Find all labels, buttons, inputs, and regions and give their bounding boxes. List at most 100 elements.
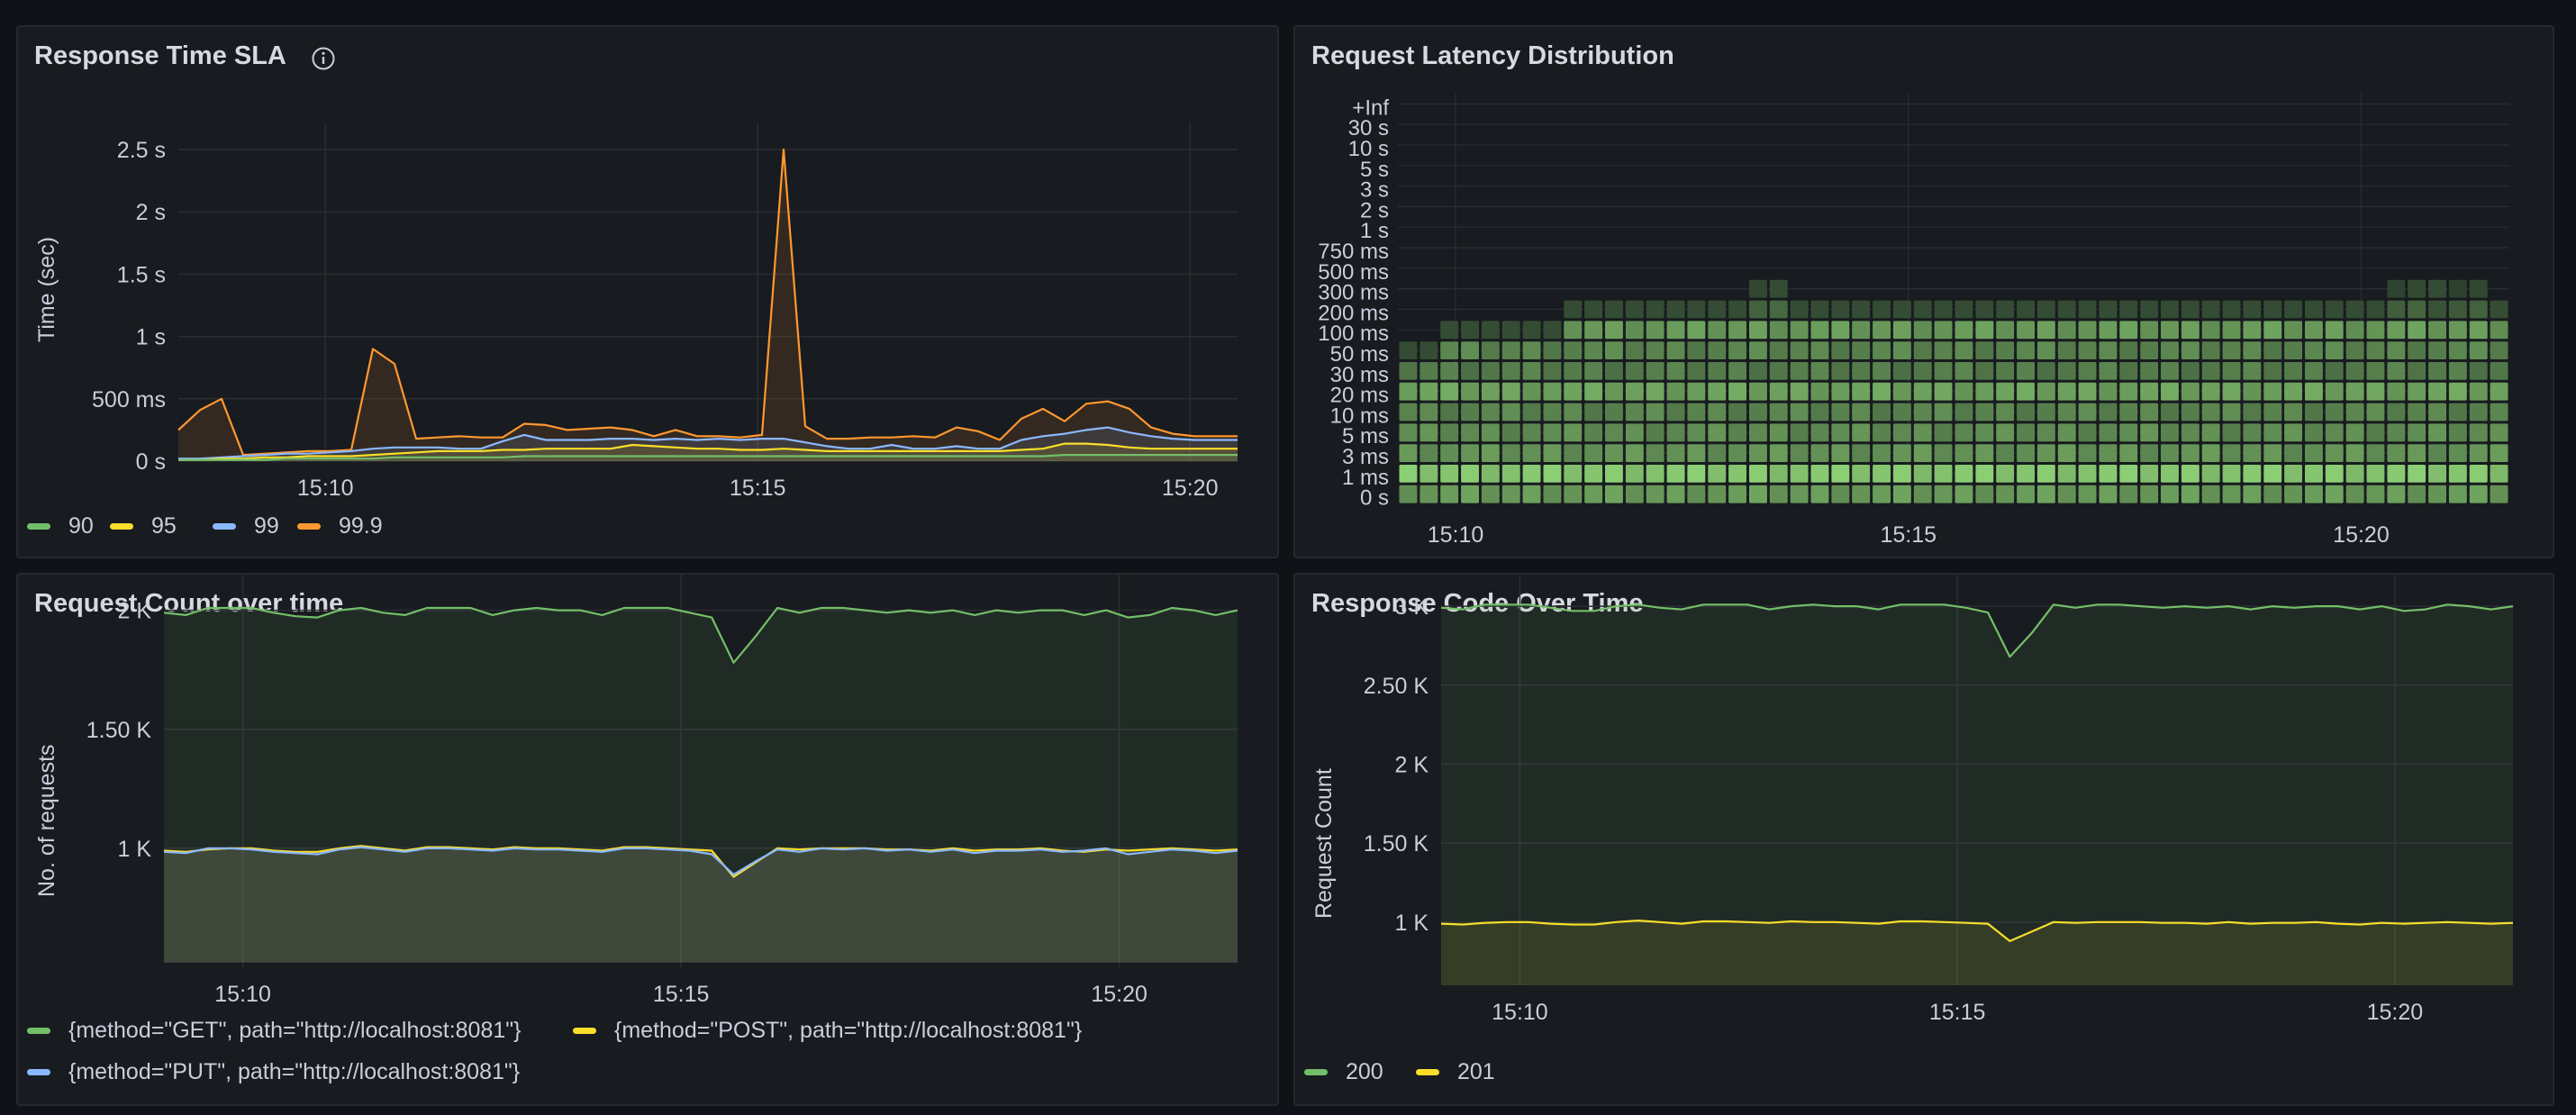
heatmap-cell [2161,465,2179,483]
heatmap-cell [1934,341,1953,359]
heatmap-cell [2036,403,2055,422]
heatmap-cell [2345,382,2364,401]
legend-item[interactable]: {method="PUT", path="http://localhost:80… [27,1059,520,1085]
request-count-chart[interactable]: 1 K 1.50 K 2 K 15:10 15:15 15:20 [18,575,1279,1106]
series-line [163,846,1238,875]
heatmap-cell [1564,341,1583,359]
legend-item[interactable]: {method="POST", path="http://localhost:8… [573,1018,1082,1044]
heatmap-cell [1440,341,1459,359]
heatmap-cell [2284,423,2302,442]
heatmap-cell [2036,444,2055,462]
heatmap-cell [1728,300,1746,319]
heatmap-cell [2201,403,2220,422]
heatmap-cell [1564,444,1583,462]
legend-item[interactable]: 201 [1416,1059,1495,1085]
heatmap-cell [2140,341,2159,359]
heatmap-cell [2119,362,2138,380]
response-code-chart[interactable]: 1 K 1.50 K 2 K 2.50 K 3 K 15:10 15:15 15:20 [1295,575,2554,1106]
heatmap-cell [2201,465,2220,483]
heatmap-cell [2057,382,2076,401]
heatmap-cell [2428,362,2446,380]
heatmap-cell [2161,423,2179,442]
heatmap-cell [2078,465,2097,483]
x-tick-label: 15:10 [1492,1000,1548,1025]
heatmap-cell [2263,382,2282,401]
heatmap-cell [2078,382,2097,401]
heatmap-cell [1996,300,2015,319]
heatmap-cell [2057,444,2076,462]
heatmap-cell [2408,300,2426,319]
heatmap-cell [1605,382,1623,401]
heatmap-cell [1646,321,1664,340]
heatmap-cell [2099,423,2118,442]
heatmap-cell [2119,485,2138,503]
heatmap-cell [2448,403,2467,422]
heatmap-cell [2428,403,2446,422]
heatmap-cell [2078,362,2097,380]
heatmap-cell [2469,485,2488,503]
legend-label: {method="PUT", path="http://localhost:80… [68,1059,521,1084]
heatmap-cell [1501,485,1520,503]
legend-item[interactable]: 90 [27,513,94,539]
heatmap-cell [1873,465,1891,483]
legend-swatch [27,1069,50,1075]
heatmap-cell [2078,341,2097,359]
heatmap-cell [2305,382,2323,401]
heatmap-cell [1996,423,2015,442]
heatmap-cell [1852,321,1871,340]
panel-title[interactable]: Request Latency Distribution [1311,41,1674,70]
heatmap-cell [2078,321,2097,340]
panel-title[interactable]: Response Code Over Time [1311,589,1644,618]
heatmap-cell [1831,444,1850,462]
heatmap-cell [2263,403,2282,422]
heatmap-cell [1913,423,1932,442]
heatmap-cell [1399,382,1418,401]
heatmap-cell [1913,465,1932,483]
legend-item[interactable]: 99.9 [297,513,383,539]
heatmap-cell [1873,382,1891,401]
heatmap-cell [1481,341,1500,359]
heatmap-cell [1440,465,1459,483]
info-circle-icon[interactable] [310,45,337,77]
legend-item[interactable]: {method="GET", path="http://localhost:80… [27,1018,522,1044]
heatmap-cell [1934,444,1953,462]
heatmap-cell [1892,485,1911,503]
panel-request-count-over-time[interactable]: Request Count over time No. of requests … [16,573,1279,1106]
panel-title[interactable]: Request Count over time [34,589,344,618]
heatmap-cell [2305,444,2323,462]
sla-chart[interactable]: 0 s 500 ms 1 s 1.5 s 2 s 2.5 s 15:10 15:15 15:20 [18,27,1279,558]
legend-item[interactable]: 200 [1304,1059,1383,1085]
legend-item[interactable]: 95 [110,513,177,539]
y-bucket-label: 300 ms [1318,281,1389,305]
heatmap-cell [1934,403,1953,422]
y-bucket-label: 10 ms [1330,403,1389,428]
panel-response-time-sla[interactable]: Response Time SLA Time (sec) 0 s 500 ms 1 … [16,25,1279,558]
heatmap-cell [1996,341,2015,359]
heatmap-cell [2469,444,2488,462]
heatmap-cell [2036,423,2055,442]
heatmap-cell [1605,403,1623,422]
heatmap-cell [1543,444,1562,462]
legend-label: 200 [1346,1059,1383,1084]
heatmap-cell [2222,321,2241,340]
heatmap-cell [1749,341,1767,359]
panel-response-code-over-time[interactable]: Response Code Over Time Request Count 1 … [1293,573,2554,1106]
heatmap-cell [1769,300,1788,319]
heatmap-cell [1543,403,1562,422]
heatmap-cell [2284,321,2302,340]
series-line [177,148,1238,457]
heatmap-cell [2469,341,2488,359]
heatmap-cell [2222,465,2241,483]
heatmap-cell [2284,341,2302,359]
heatmap-cell [1975,300,1994,319]
heatmap-cell [1666,300,1685,319]
panel-title[interactable]: Response Time SLA [34,41,286,70]
heatmap-cell [2387,321,2406,340]
heatmap-cell [2325,444,2344,462]
legend-item[interactable]: 99 [213,513,279,539]
heatmap-cell [1708,300,1727,319]
heatmap-cell [2448,279,2467,298]
heatmap-cell [1996,382,2015,401]
